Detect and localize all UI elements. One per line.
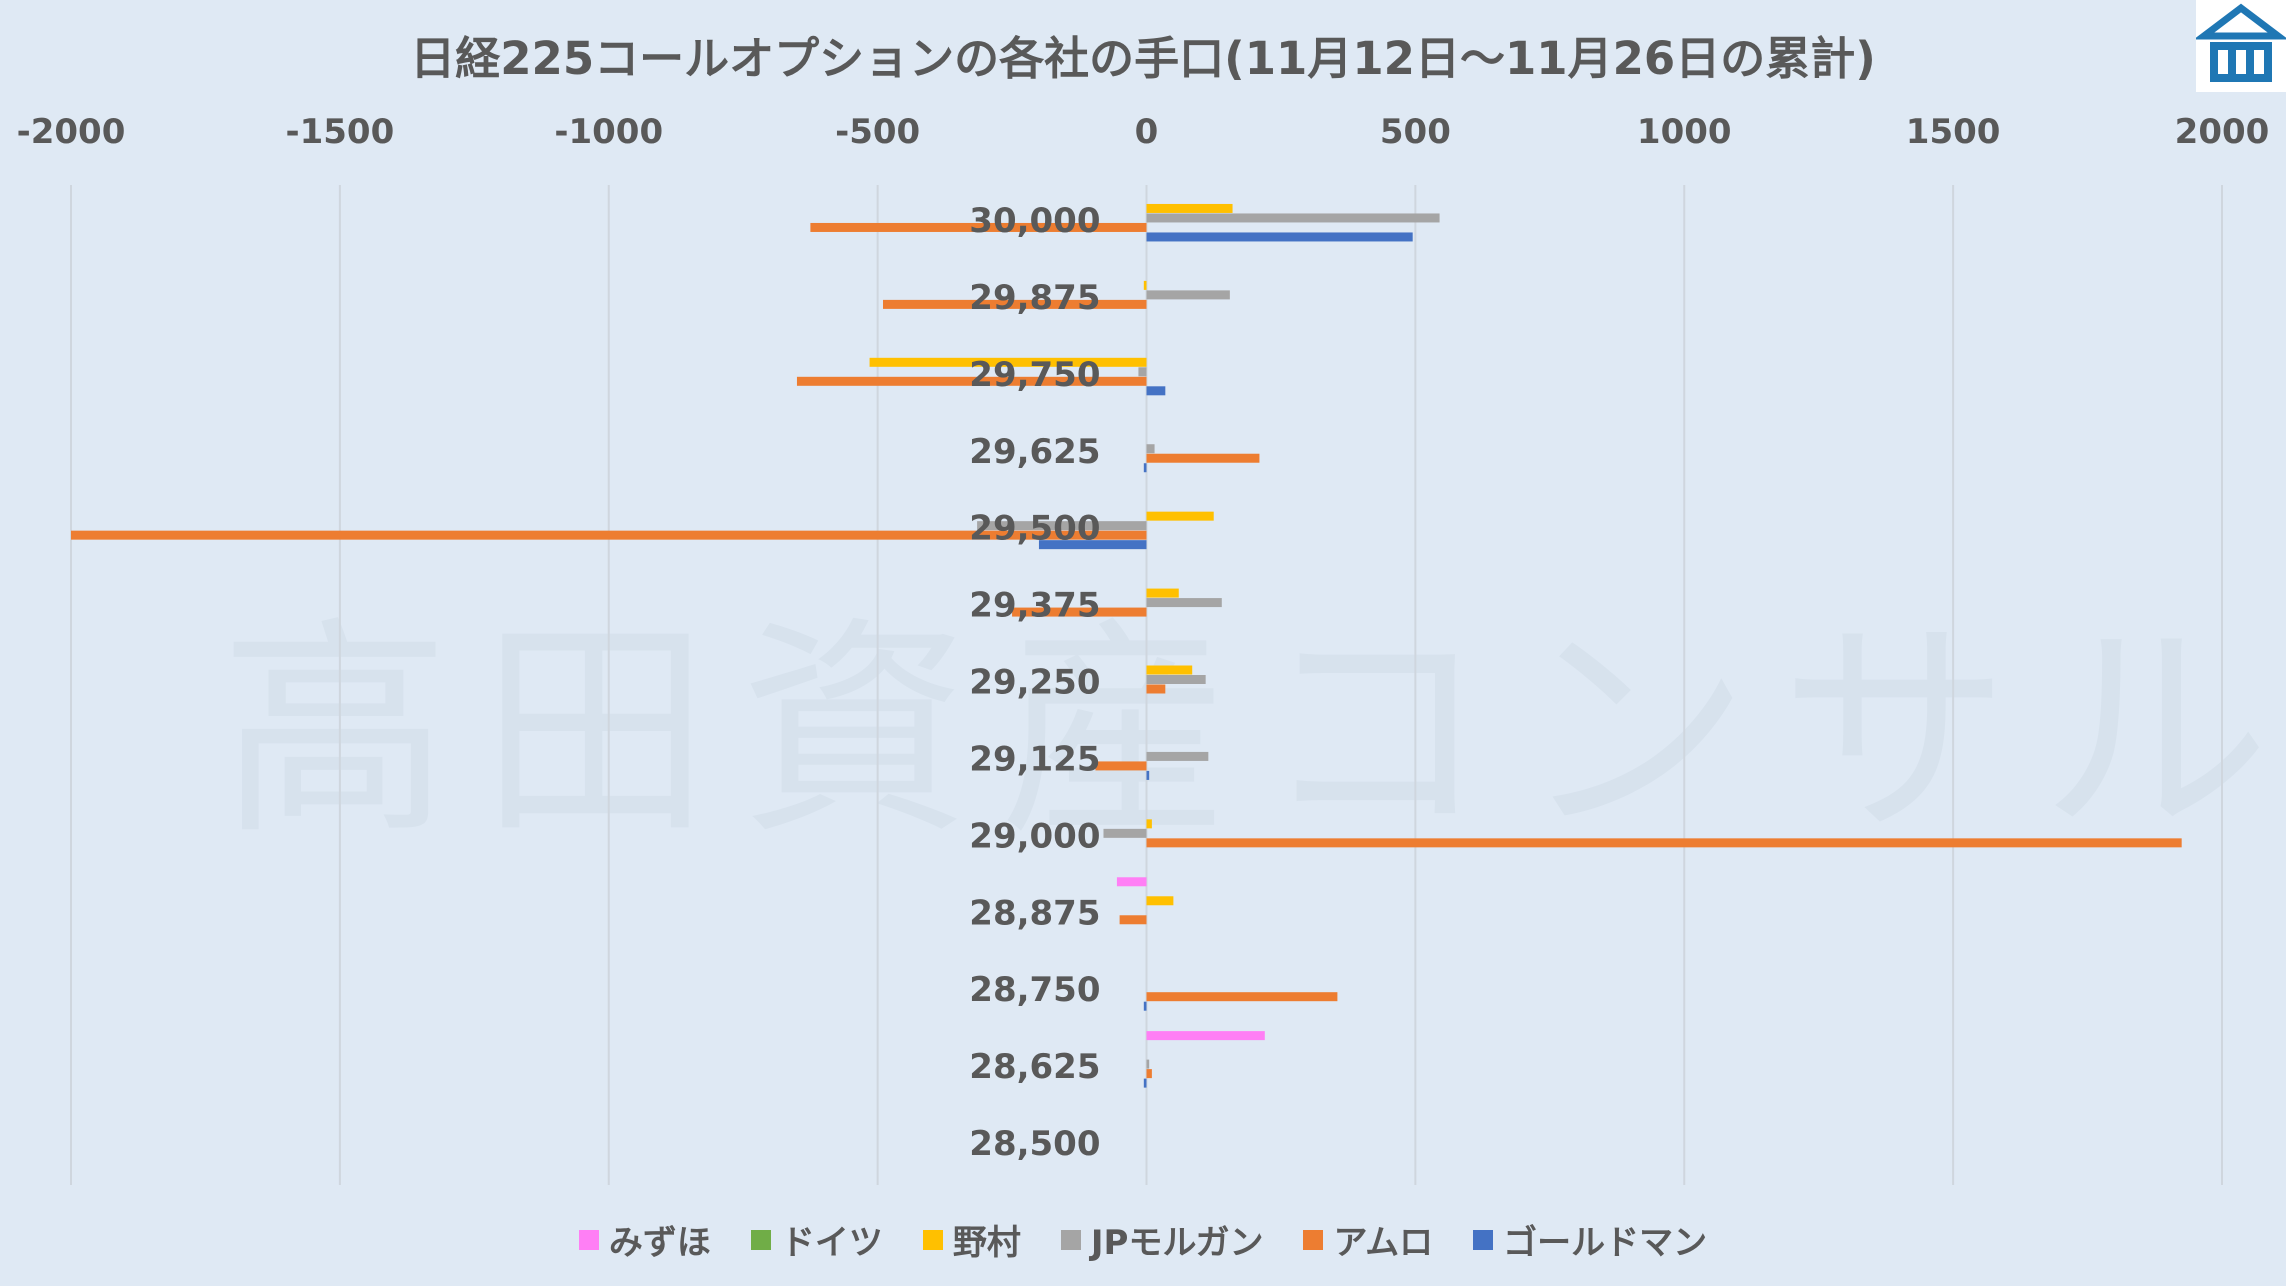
category-label: 29,625	[969, 432, 1100, 472]
bar	[71, 530, 1147, 540]
legend-swatch	[922, 1229, 943, 1250]
category-label: 30,000	[969, 201, 1100, 241]
legend-label: ドイツ	[780, 1223, 883, 1263]
bar	[1146, 453, 1260, 463]
bar	[1143, 1078, 1147, 1088]
bar	[1146, 751, 1209, 761]
legend-swatch	[750, 1229, 771, 1250]
legend-label: 野村	[952, 1223, 1021, 1263]
legend-label: みずほ	[608, 1223, 711, 1263]
bar	[1146, 896, 1174, 906]
category-label: 28,625	[969, 1047, 1100, 1087]
legend-item: みずほ	[578, 1215, 711, 1264]
bar	[1146, 386, 1166, 396]
category-label: 29,375	[969, 586, 1100, 626]
bar	[1146, 665, 1193, 675]
x-tick-label: 1500	[1906, 112, 2001, 152]
legend-swatch	[1060, 1229, 1081, 1250]
category-label: 28,500	[969, 1124, 1100, 1164]
category-label: 29,750	[969, 355, 1100, 395]
building-icon	[2193, 3, 2286, 82]
legend-item: ゴールドマン	[1473, 1215, 1707, 1264]
legend-item: ドイツ	[750, 1215, 883, 1264]
x-tick-label: 500	[1380, 112, 1451, 152]
legend-item: JPモルガン	[1060, 1215, 1264, 1264]
bar	[1146, 675, 1206, 684]
bar	[883, 299, 1147, 309]
x-tick-label: 1000	[1637, 112, 1732, 152]
legend-item: アムロ	[1303, 1215, 1433, 1264]
bar	[1012, 607, 1147, 617]
bar	[1119, 915, 1147, 925]
bar	[869, 357, 1147, 367]
bar	[1146, 770, 1150, 780]
x-tick-label: -1500	[286, 112, 395, 152]
bar	[1146, 290, 1230, 300]
legend-item: 野村	[922, 1215, 1021, 1264]
bar	[1103, 828, 1147, 838]
logo	[2193, 0, 2286, 92]
bar	[1146, 232, 1413, 242]
bar	[1146, 1031, 1265, 1041]
bar	[1143, 1001, 1147, 1011]
category-label: 28,750	[969, 970, 1100, 1010]
bar	[1146, 1059, 1150, 1069]
legend-swatch	[578, 1229, 599, 1250]
legend-label: ゴールドマン	[1503, 1223, 1708, 1263]
bar	[1146, 511, 1214, 521]
x-tick-label: -500	[835, 112, 920, 152]
category-label: 29,500	[969, 509, 1100, 549]
x-tick-label: -1000	[554, 112, 663, 152]
bar	[1146, 992, 1338, 1002]
bar	[1095, 761, 1147, 771]
bar	[1143, 463, 1147, 473]
legend-label: JPモルガン	[1090, 1223, 1264, 1263]
legend-swatch	[1303, 1229, 1324, 1250]
bar	[1038, 540, 1147, 550]
bar	[1146, 598, 1222, 608]
legend-label: アムロ	[1333, 1223, 1434, 1263]
category-label: 29,000	[969, 816, 1100, 856]
bar	[796, 376, 1147, 386]
x-tick-label: 2000	[2175, 112, 2270, 152]
bar	[1143, 280, 1147, 290]
x-tick-label: 0	[1135, 112, 1159, 152]
category-label: 28,875	[969, 893, 1100, 933]
bar	[1146, 213, 1440, 223]
chart-title: 日経225コールオプションの各社の手口(11月12日～11月26日の累計)	[410, 32, 1876, 85]
bar	[1138, 367, 1147, 377]
bar	[1146, 1069, 1152, 1079]
bar	[1146, 444, 1155, 454]
category-label: 29,875	[969, 278, 1100, 318]
bar	[1146, 203, 1233, 213]
watermark: 高田資産コンサル	[220, 599, 2286, 866]
category-label: 29,125	[969, 739, 1100, 779]
bar	[1146, 684, 1166, 694]
legend: みずほ ドイツ 野村 JPモルガン アムロ ゴールドマン	[0, 1215, 2286, 1264]
bar	[810, 222, 1147, 232]
legend-swatch	[1473, 1229, 1494, 1250]
x-tick-label: -2000	[17, 112, 126, 152]
bar	[1116, 877, 1147, 887]
category-label: 29,250	[969, 663, 1100, 703]
bar	[1146, 588, 1179, 598]
bar	[1146, 838, 2182, 848]
bar	[977, 521, 1147, 531]
bar	[1146, 819, 1152, 829]
